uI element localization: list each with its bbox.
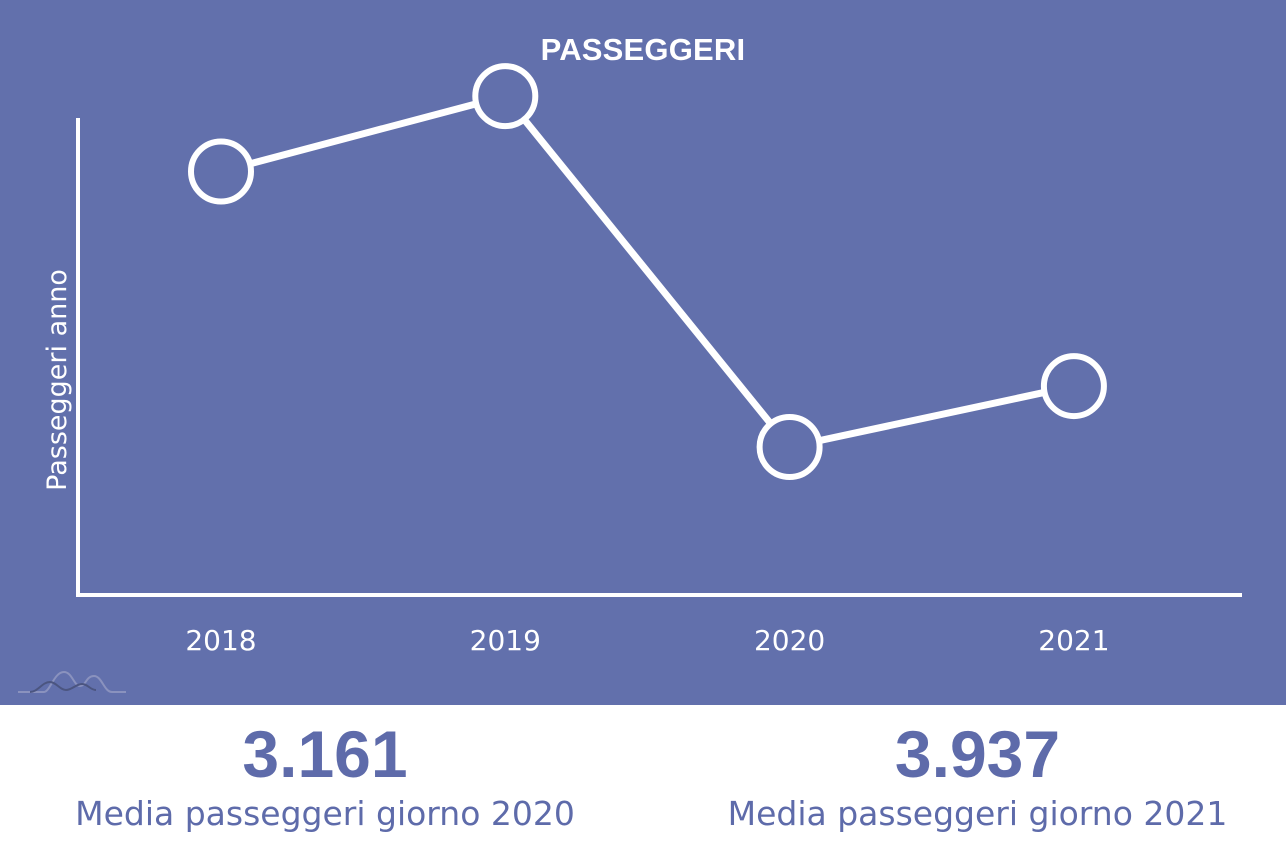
line-chart: Passeggeri anno 2018 2019 2020 2021 [42,63,1242,657]
stat-label: Media passeggeri giorno 2020 [75,794,575,833]
data-point-2019 [472,63,539,130]
x-tick-label: 2019 [470,624,541,657]
x-tick-label: 2021 [1038,624,1109,657]
x-tick-label: 2018 [185,624,256,657]
stat-value: 3.937 [894,717,1061,791]
chart-panel: PASSEGGERI Passeggeri anno 2018 2019 2020 2… [0,0,1286,705]
series-layer [188,63,1107,480]
mountains-logo-icon [18,670,126,693]
series-line [220,92,1075,451]
x-tick-label: 2020 [754,624,825,657]
stat-value: 3.161 [242,717,408,791]
data-point-2021 [1040,353,1107,420]
stat-label: Media passeggeri giorno 2021 [727,794,1228,833]
data-point-2018 [188,138,254,205]
y-axis-label: Passeggeri anno [42,269,73,491]
stat-2020: 3.161 Media passeggeri giorno 2020 [40,716,610,836]
data-point-2020 [756,414,823,480]
chart-title: PASSEGGERI [540,32,746,67]
x-tick-labels: 2018 2019 2020 2021 [185,624,1109,657]
stat-2021: 3.937 Media passeggeri giorno 2021 [700,716,1255,836]
